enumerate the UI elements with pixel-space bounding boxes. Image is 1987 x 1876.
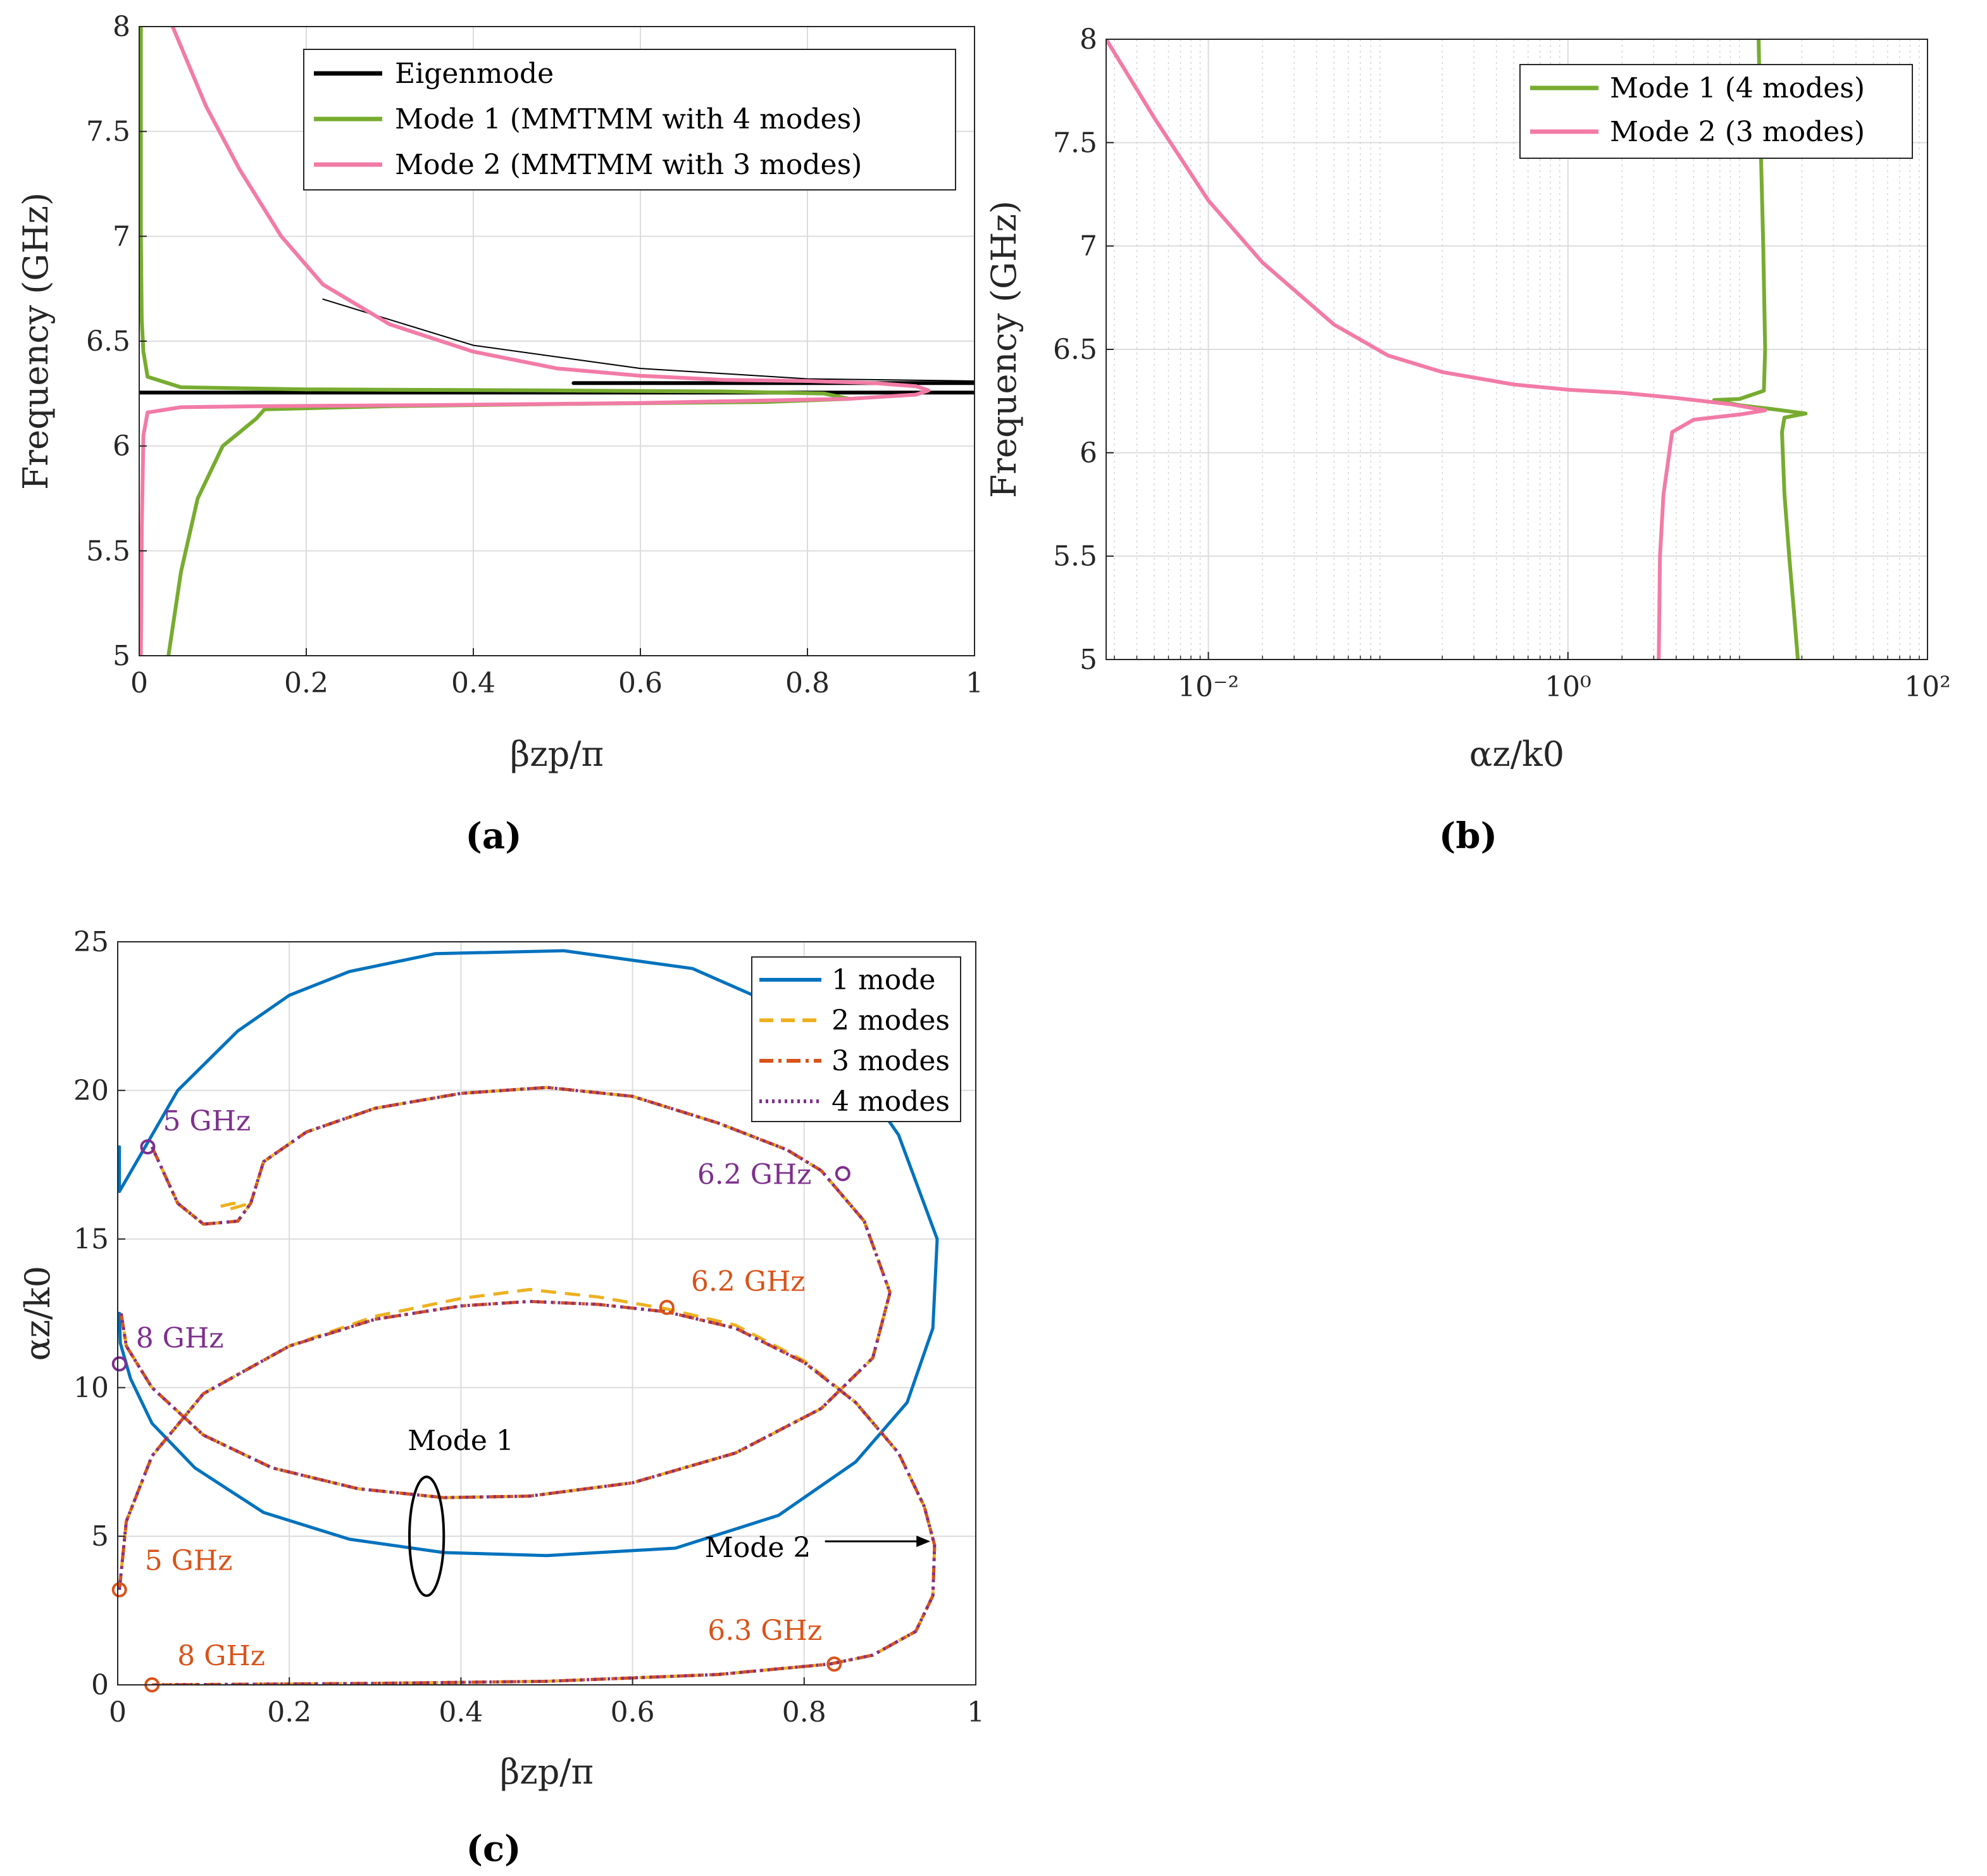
panel-c: 5 GHz 6.2 GHz 8 GHz 6.2 GHz 5 GHz 6.3 GHz 8 GH… bbox=[18, 926, 985, 1870]
y-tick-label: 8 bbox=[1080, 23, 1097, 56]
series-mode-2-mmtmm-with-3-modes-line bbox=[139, 27, 931, 656]
frequency-marker bbox=[659, 1299, 675, 1315]
mode-2-arrow-head bbox=[916, 1535, 931, 1548]
panel-a-ylabel: Frequency (GHz) bbox=[16, 192, 56, 490]
frequency-marker bbox=[111, 1582, 127, 1598]
mode-1-annotation: Mode 1 bbox=[408, 1425, 514, 1457]
x-tick-label: 1 bbox=[966, 667, 983, 699]
frequency-marker-label: 6.2 GHz bbox=[697, 1158, 812, 1191]
legend-c-3modes-label: 3 modes bbox=[832, 1045, 950, 1077]
legend-c-1mode-label: 1 mode bbox=[832, 964, 935, 996]
frequency-marker-label: 8 GHz bbox=[136, 1322, 224, 1354]
y-tick-label: 5 bbox=[91, 1520, 109, 1553]
panel-c-caption: (c) bbox=[466, 1828, 521, 1870]
y-tick-label: 6.5 bbox=[86, 325, 130, 358]
legend-mode2-label: Mode 2 (MMTMM with 3 modes) bbox=[395, 149, 862, 181]
panel-c-ylabel: αz/k0 bbox=[18, 1266, 58, 1361]
x-tick-label: 0.8 bbox=[782, 1696, 826, 1729]
x-tick-label: 0.2 bbox=[267, 1696, 311, 1729]
series-1-mode-line bbox=[118, 949, 939, 1558]
x-tick-label: 0.2 bbox=[284, 667, 328, 699]
y-tick-label: 25 bbox=[73, 926, 109, 958]
y-tick-label: 5.5 bbox=[1053, 541, 1097, 573]
frequency-marker-label: 8 GHz bbox=[177, 1640, 265, 1672]
y-tick-label: 7.5 bbox=[86, 116, 130, 148]
panel-b-ylabel: Frequency (GHz) bbox=[984, 201, 1024, 498]
y-tick-label: 10 bbox=[73, 1372, 109, 1404]
frequency-marker bbox=[111, 1356, 127, 1372]
panel-a-xlabel: βzp/π bbox=[510, 734, 604, 774]
legend-eigenmode-label: Eigenmode bbox=[395, 58, 554, 90]
frequency-marker bbox=[826, 1656, 842, 1672]
y-tick-label: 0 bbox=[91, 1669, 109, 1701]
legend-c-2modes-label: 2 modes bbox=[832, 1004, 950, 1037]
y-tick-label: 7 bbox=[1080, 230, 1097, 263]
series-2-modes-line bbox=[220, 1201, 247, 1211]
x-tick-label: 0.4 bbox=[451, 667, 495, 699]
y-tick-label: 8 bbox=[113, 11, 130, 43]
panel-a-legend: Eigenmode Mode 1 (MMTMM with 4 modes) Mo… bbox=[303, 49, 956, 191]
x-tick-label: 0 bbox=[130, 667, 148, 699]
frequency-marker-label: 5 GHz bbox=[145, 1545, 233, 1577]
x-tick-label: 1 bbox=[967, 1696, 985, 1729]
panel-b-legend: Mode 1 (4 modes) Mode 2 (3 modes) bbox=[1519, 64, 1913, 159]
x-tick-label: 0.8 bbox=[785, 667, 830, 699]
x-tick-label: 10² bbox=[1904, 671, 1951, 703]
frequency-marker-label: 6.2 GHz bbox=[691, 1266, 806, 1298]
y-tick-label: 6 bbox=[113, 430, 130, 463]
series-4-modes-line bbox=[118, 1299, 937, 1685]
panel-b-caption: (b) bbox=[1439, 815, 1497, 857]
series-mode-1-mmtmm-with-4-modes-line bbox=[139, 27, 851, 656]
panel-c-xlabel: βzp/π bbox=[500, 1752, 594, 1792]
y-tick-label: 20 bbox=[73, 1075, 109, 1107]
frequency-marker-label: 5 GHz bbox=[163, 1105, 251, 1137]
legend-b-mode2-label: Mode 2 (3 modes) bbox=[1610, 116, 1865, 148]
x-tick-label: 0.6 bbox=[618, 667, 663, 699]
x-tick-label: 10⁻² bbox=[1178, 671, 1239, 703]
x-tick-label: 10⁰ bbox=[1545, 671, 1591, 703]
frequency-marker bbox=[140, 1139, 156, 1155]
panel-c-axes-box bbox=[117, 941, 976, 1685]
panel-b-xlabel: αz/k0 bbox=[1469, 734, 1564, 774]
legend-b-mode1-label: Mode 1 (4 modes) bbox=[1610, 72, 1865, 104]
legend-mode1-label: Mode 1 (MMTMM with 4 modes) bbox=[395, 103, 862, 135]
series-4-modes-line bbox=[119, 1085, 892, 1499]
frequency-marker bbox=[835, 1166, 850, 1182]
x-tick-label: 0 bbox=[109, 1696, 127, 1729]
y-tick-label: 5 bbox=[113, 640, 130, 672]
mode-1-ellipse bbox=[408, 1475, 445, 1598]
mode-2-annotation: Mode 2 bbox=[705, 1532, 811, 1564]
panel-b: 10⁻² 10⁰ 10² 5 5.5 6 6.5 7 7.5 8 αz/k0 Frequency … bbox=[984, 23, 1951, 857]
panel-a-caption: (a) bbox=[465, 815, 521, 857]
panel-c-legend-box bbox=[751, 956, 961, 1122]
panel-a-legend-box bbox=[303, 49, 956, 191]
y-tick-label: 5 bbox=[1080, 644, 1097, 676]
y-tick-label: 6 bbox=[1080, 437, 1097, 469]
y-tick-label: 6.5 bbox=[1053, 334, 1097, 366]
series-mode-2-3-modes-line bbox=[1106, 39, 1767, 660]
y-tick-label: 7 bbox=[113, 220, 130, 253]
frequency-marker-label: 6.3 GHz bbox=[707, 1615, 822, 1647]
panel-b-legend-box bbox=[1519, 64, 1913, 159]
y-tick-label: 7.5 bbox=[1053, 127, 1097, 159]
series-eigenmode-line bbox=[322, 298, 975, 382]
x-tick-label: 0.4 bbox=[439, 1696, 483, 1729]
panel-c-legend: 1 mode 2 modes 3 modes 4 modes bbox=[751, 956, 961, 1122]
y-tick-label: 15 bbox=[73, 1223, 109, 1256]
panel-a: 0 0.2 0.4 0.6 0.8 1 5 5.5 6 6.5 7 7.5 8 βzp/π Freque… bbox=[16, 11, 983, 857]
legend-c-4modes-label: 4 modes bbox=[832, 1085, 950, 1118]
x-tick-label: 0.6 bbox=[611, 1696, 655, 1729]
y-tick-label: 5.5 bbox=[86, 535, 130, 567]
